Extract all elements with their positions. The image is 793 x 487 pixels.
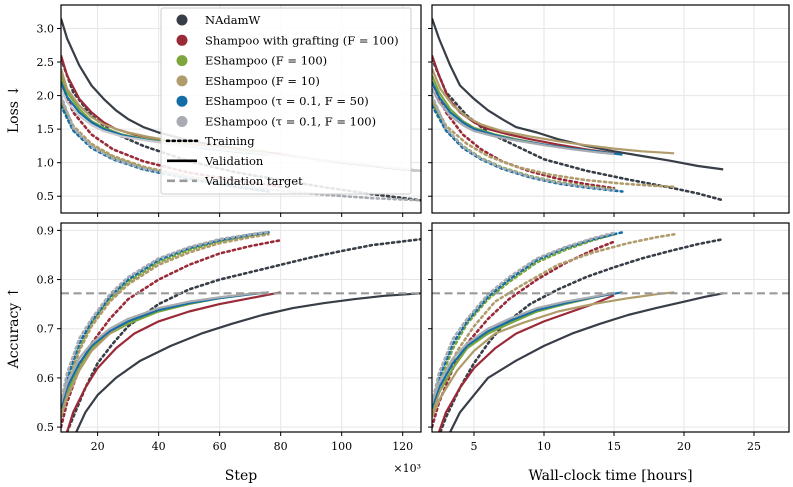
panel-acc-time: 5 10 15 20 25 Wall-clock time [hours] <box>428 222 790 484</box>
legend-box <box>160 7 412 195</box>
y-axis-label: Loss ↓ <box>6 85 22 133</box>
x-tick-label: 60 <box>213 440 227 453</box>
legend-label-eshampoo-0-1-f-50: EShampoo (τ = 0.1, F = 50) <box>205 94 369 108</box>
panel-frame <box>431 4 790 214</box>
y-tick-label: 0.8 <box>37 274 55 287</box>
series-group <box>432 231 789 432</box>
y-tick-label: 0.9 <box>37 224 55 237</box>
x-tick-label: 15 <box>607 440 621 453</box>
y-tick-label: 1.0 <box>37 157 55 170</box>
series-eshampoo-f-10-training <box>61 233 270 419</box>
x-axis-label: Wall-clock time [hours] <box>528 468 692 484</box>
legend-label-eshampoo-f-10: EShampoo (F = 10) <box>205 74 320 88</box>
y-axis-label: Accuracy ↑ <box>6 287 22 370</box>
series-eshampoo-0-1-f-100-training <box>61 230 270 404</box>
panel-frame <box>431 222 790 433</box>
x-tick-label: 120 <box>392 440 413 453</box>
legend-label-shampoo-with-grafting-f-100: Shampoo with grafting (F = 100) <box>205 33 399 47</box>
x-tick-label: 25 <box>747 440 761 453</box>
series-nadamw-validation <box>75 292 421 432</box>
legend-label-eshampoo-0-1-f-100: EShampoo (τ = 0.1, F = 100) <box>205 115 376 129</box>
series-shampoo-with-grafting-f-100-validation <box>66 291 281 432</box>
legend-marker-shampoo-with-grafting-f-100 <box>176 34 188 46</box>
y-tick-label: 3.0 <box>37 22 55 35</box>
legend-label-eshampoo-f-100: EShampoo (F = 100) <box>205 54 327 68</box>
legend-marker-eshampoo-f-100 <box>176 55 188 67</box>
x-tick-label: 80 <box>274 440 288 453</box>
panel-acc-step: 20 40 60 80 100 120 0.5 0.6 0.7 0.8 0.9 Accuracy ↑ S… <box>6 222 422 484</box>
series-eshampoo-0-1-f-100-validation <box>432 88 615 156</box>
series-eshampoo-0-1-f-100-training <box>432 94 616 192</box>
series-group <box>61 230 421 432</box>
series-eshampoo-0-1-f-100-validation <box>432 291 615 403</box>
x-axis-label: Step <box>225 468 258 484</box>
series-eshampoo-f-10-training <box>432 233 676 419</box>
series-eshampoo-f-10-training <box>432 97 676 189</box>
x-tick-label: 20 <box>677 440 691 453</box>
series-nadamw-validation <box>432 18 724 171</box>
panel-loss-time <box>428 4 790 217</box>
x-tick-label: 5 <box>471 440 478 453</box>
series-eshampoo-0-1-f-100-training <box>432 231 616 404</box>
panel-frame <box>60 222 422 433</box>
panel-frame <box>60 4 422 214</box>
series-eshampoo-f-10-validation <box>432 68 675 155</box>
legend-marker-eshampoo-f-10 <box>176 75 188 87</box>
legend-label-validation-target: Validation target <box>204 174 303 188</box>
x-tick-label: 20 <box>91 440 105 453</box>
series-eshampoo-f-100-validation <box>61 291 269 413</box>
y-tick-label: 0.6 <box>37 372 55 385</box>
x-tick-label: 10 <box>537 440 551 453</box>
series-nadamw-validation <box>449 292 724 432</box>
series-group <box>432 18 725 202</box>
series-eshampoo-0-1-f-100-validation <box>61 291 269 403</box>
y-tick-label: 1.5 <box>37 123 55 136</box>
legend-label-nadamw: NAdamW <box>205 13 260 27</box>
series-shampoo-with-grafting-f-100-validation <box>432 54 615 155</box>
y-tick-label: 0.5 <box>37 421 55 434</box>
series-nadamw-training <box>65 237 421 432</box>
series-eshampoo-0-1-f-50-training <box>432 231 624 409</box>
series-shampoo-with-grafting-f-100-training <box>61 80 282 189</box>
y-tick-label: 0.5 <box>37 190 55 203</box>
legend: NAdamW Shampoo with grafting (F = 100) ESh… <box>160 7 412 195</box>
legend-label-training: Training <box>205 134 255 148</box>
legend-label-validation: Validation <box>204 154 264 168</box>
x-axis-multiplier: ×10³ <box>393 462 421 475</box>
series-eshampoo-f-100-training <box>432 233 616 414</box>
y-tick-label: 2.5 <box>37 56 55 69</box>
series-nadamw-training <box>432 57 725 202</box>
series-eshampoo-0-1-f-50-training <box>61 231 270 409</box>
y-tick-label: 0.7 <box>37 323 55 336</box>
legend-marker-eshampoo-0-1-f-100 <box>176 116 188 127</box>
legend-marker-nadamw <box>176 14 188 26</box>
x-tick-label: 40 <box>152 440 166 453</box>
x-tick-label: 100 <box>331 440 352 453</box>
series-shampoo-with-grafting-f-100-validation <box>437 294 615 432</box>
series-eshampoo-f-10-validation <box>432 291 675 418</box>
y-tick-label: 2.0 <box>37 90 55 103</box>
legend-marker-eshampoo-0-1-f-50 <box>176 95 188 107</box>
